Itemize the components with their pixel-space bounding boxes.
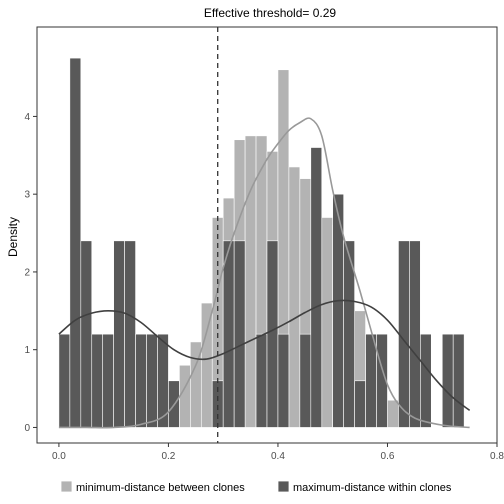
legend-label-min: minimum-distance between clones — [76, 482, 245, 494]
bar-max-1 — [69, 57, 82, 428]
density-curve-min — [58, 117, 470, 429]
bar-max-31 — [398, 240, 410, 428]
y-axis: 0 1 2 3 4 — [24, 112, 37, 434]
bar-max-3 — [91, 333, 104, 428]
y-axis-title: Density — [6, 217, 20, 257]
bar-max-35 — [441, 333, 454, 428]
x-tick-label: 0.0 — [52, 451, 66, 462]
bar-max-33 — [420, 333, 432, 428]
bar-min-13 — [200, 302, 213, 428]
legend-swatch-max — [277, 480, 290, 493]
bar-max-4 — [102, 333, 114, 428]
legend: minimum-distance between clones maximum-… — [60, 480, 452, 494]
bar-min-17 — [244, 135, 257, 428]
bar-min-11 — [179, 364, 191, 428]
bar-min-24 — [321, 217, 334, 428]
x-axis: 0.0 0.2 0.4 0.6 0.8 — [52, 443, 504, 462]
density-curves — [58, 117, 471, 429]
x-tick-label: 0.2 — [161, 451, 175, 462]
bar-max-19 — [266, 240, 279, 428]
bar-max-36 — [452, 333, 465, 428]
bar-max-26 — [343, 240, 355, 428]
bar-max-16 — [233, 240, 246, 428]
legend-label-max: maximum-distance within clones — [293, 482, 452, 494]
bar-max-15 — [222, 240, 235, 428]
bar-max-7 — [135, 333, 147, 428]
bar-max-29 — [376, 333, 388, 428]
bar-min-21 — [288, 166, 301, 428]
y-tick-label: 2 — [24, 267, 30, 278]
y-tick-label: 3 — [24, 190, 30, 201]
bar-max-2 — [80, 240, 93, 428]
y-tick-label: 4 — [24, 112, 30, 123]
x-tick-label: 0.8 — [490, 451, 504, 462]
y-tick-label: 1 — [24, 345, 30, 356]
series-maximum-distance-bars — [58, 57, 465, 428]
bar-max-28 — [365, 333, 377, 428]
bar-max-5 — [113, 240, 125, 428]
bar-min-30 — [387, 399, 399, 428]
bar-max-0 — [58, 333, 71, 428]
bar-max-20 — [277, 333, 290, 428]
bar-max-18 — [255, 333, 268, 428]
density-curve-max — [58, 299, 471, 411]
bar-max-6 — [124, 240, 136, 428]
bar-max-32 — [409, 240, 421, 428]
x-tick-label: 0.6 — [381, 451, 395, 462]
y-tick-label: 0 — [24, 423, 30, 434]
bar-max-22 — [299, 333, 312, 428]
bar-max-23 — [310, 147, 323, 428]
chart-title: Effective threshold= 0.29 — [204, 6, 337, 20]
x-tick-label: 0.4 — [271, 451, 285, 462]
bar-max-27 — [354, 380, 366, 428]
legend-swatch-min — [60, 480, 73, 493]
bar-max-8 — [146, 333, 158, 428]
